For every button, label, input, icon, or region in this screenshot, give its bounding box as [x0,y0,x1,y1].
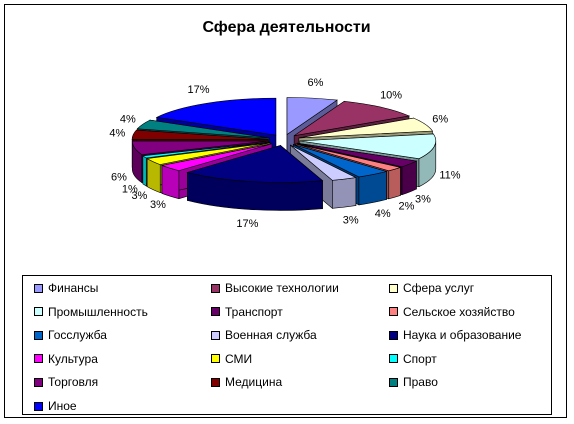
legend-label: Высокие технологии [225,281,339,295]
legend-item-право: Право [389,373,438,391]
legend-swatch [389,330,398,340]
legend-swatch [389,354,398,364]
data-label-сми: 3% [131,190,147,202]
data-label-промышленность: 11% [439,169,460,181]
data-label-торговля: 6% [111,171,127,183]
legend-label: Культура [48,351,98,366]
chart-title: Сфера деятельности [202,19,371,36]
legend-label: Право [403,375,438,390]
legend-item-торговля: Торговля [34,373,98,391]
legend-swatch [34,354,43,364]
legend-label: Госслужба [48,328,107,343]
legend-item-промышленность: Промышленность [34,303,148,321]
legend-swatch [34,401,43,411]
legend-item-сфера-услуг: Сфера услуг [389,279,474,297]
legend-swatch [211,283,220,293]
data-label-финансы: 6% [308,77,324,89]
legend-swatch [389,283,398,293]
legend-item-сельское-хозяйство: Сельское хозяйство [389,303,515,321]
legend-item-наука-и-образование: Наука и образование [389,326,521,344]
data-label-транспорт: 3% [415,193,431,205]
legend-label: Военная служба [225,328,317,343]
legend-item-транспорт: Транспорт [211,303,283,321]
legend-label: Спорт [403,351,437,366]
legend-label: Наука и образование [403,328,522,343]
data-label-сельское-хозяйство: 2% [399,201,415,213]
legend-label: Финансы [48,281,99,295]
legend-label: СМИ [225,351,253,366]
data-label-медицина: 4% [109,128,125,140]
legend-swatch [211,307,220,317]
legend-swatch [211,354,220,364]
legend-swatch [34,283,43,293]
legend-swatch [389,377,398,387]
legend-swatch [211,377,220,387]
legend-item-культура: Культура [34,350,98,368]
pie-slice-наука-и-образование [186,144,324,211]
data-label-иное: 17% [187,84,209,96]
legend-label: Иное [48,399,77,413]
legend-item-сми: СМИ [211,350,252,368]
legend-label: Сельское хозяйство [403,304,515,319]
legend-label: Сфера услуг [403,281,475,295]
data-label-госслужба: 4% [375,208,391,220]
legend-item-медицина: Медицина [211,373,282,391]
pie-chart: 6%10%6%11%3%2%4%3%17%3%3%1%6%4%4%17% [109,77,460,230]
legend-swatch [211,330,220,340]
legend-swatch [34,377,43,387]
chart-legend: Финансы Высокие технологии Сфера услуг Пром… [22,275,552,415]
legend-label: Медицина [225,375,283,390]
legend-item-финансы: Финансы [34,279,98,297]
data-label-высокие-технологии: 10% [380,90,402,102]
legend-label: Транспорт [225,304,283,319]
legend-item-военная-служба: Военная служба [211,326,317,344]
data-label-наука-и-образование: 17% [236,218,258,230]
legend-label: Торговля [48,375,99,390]
data-label-право: 4% [120,113,136,125]
legend-item-спорт: Спорт [389,350,437,368]
data-label-культура: 3% [150,199,166,211]
legend-item-высокие-технологии: Высокие технологии [211,279,339,297]
data-label-спорт: 1% [122,184,138,196]
chart-area: Сфера деятельности 6% 10% 6% 11% 3% 2% 4% 3% 17%… [4,4,567,418]
legend-swatch [389,307,398,317]
legend-item-иное: Иное [34,397,77,415]
legend-swatch [34,330,43,340]
legend-item-госслужба: Госслужба [34,326,107,344]
data-label-военная-служба: 3% [343,214,359,226]
data-label-сфера-услуг: 6% [432,113,448,125]
legend-swatch [34,307,43,317]
legend-label: Промышленность [48,304,148,319]
